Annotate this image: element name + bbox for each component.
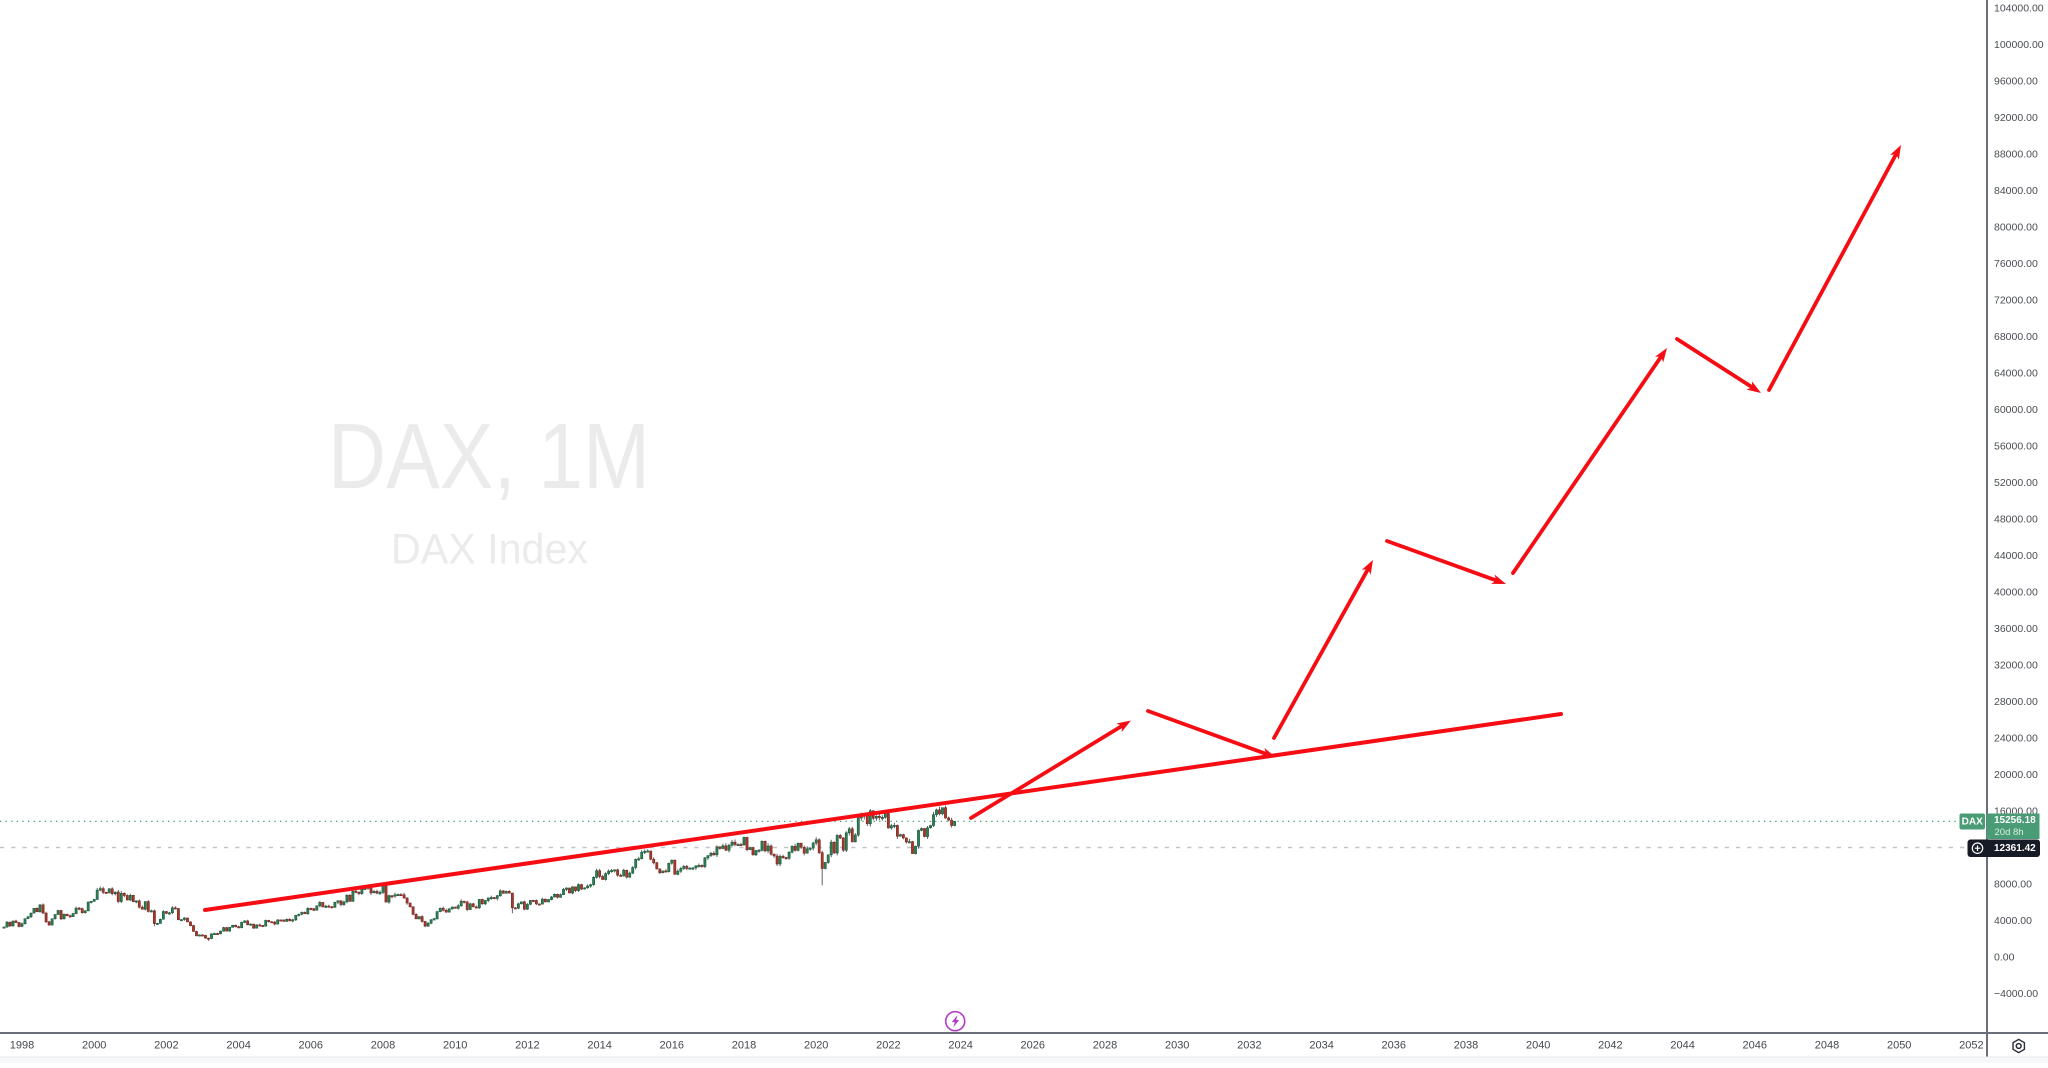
svg-text:2022: 2022 [876,1040,900,1052]
svg-text:12361.42: 12361.42 [1994,843,2036,854]
svg-text:2038: 2038 [1454,1040,1478,1052]
svg-text:−4000.00: −4000.00 [1994,988,2038,1000]
svg-text:0.00: 0.00 [1994,952,2015,964]
svg-text:2026: 2026 [1021,1040,1045,1052]
svg-text:2010: 2010 [443,1040,467,1052]
svg-text:44000.00: 44000.00 [1994,550,2038,562]
svg-text:4000.00: 4000.00 [1994,915,2032,927]
svg-text:52000.00: 52000.00 [1994,477,2038,489]
svg-text:72000.00: 72000.00 [1994,295,2038,307]
svg-text:36000.00: 36000.00 [1994,623,2038,635]
svg-text:2040: 2040 [1526,1040,1550,1052]
svg-text:2020: 2020 [804,1040,828,1052]
svg-text:2034: 2034 [1309,1040,1333,1052]
svg-text:2014: 2014 [587,1040,611,1052]
svg-text:2046: 2046 [1743,1040,1767,1052]
svg-text:DAX Index: DAX Index [391,527,588,574]
svg-text:68000.00: 68000.00 [1994,331,2038,343]
svg-text:20000.00: 20000.00 [1994,769,2038,781]
svg-text:80000.00: 80000.00 [1994,222,2038,234]
svg-text:96000.00: 96000.00 [1994,76,2038,88]
svg-text:2018: 2018 [732,1040,756,1052]
svg-text:2030: 2030 [1165,1040,1189,1052]
svg-text:2036: 2036 [1382,1040,1406,1052]
svg-text:2016: 2016 [660,1040,684,1052]
svg-text:56000.00: 56000.00 [1994,441,2038,453]
svg-text:2004: 2004 [226,1040,250,1052]
svg-text:2048: 2048 [1815,1040,1839,1052]
svg-text:60000.00: 60000.00 [1994,404,2038,416]
svg-text:2012: 2012 [515,1040,539,1052]
svg-text:32000.00: 32000.00 [1994,660,2038,672]
svg-text:84000.00: 84000.00 [1994,185,2038,197]
svg-text:88000.00: 88000.00 [1994,149,2038,161]
svg-text:104000.00: 104000.00 [1994,3,2044,15]
svg-text:2052: 2052 [1959,1040,1983,1052]
svg-text:24000.00: 24000.00 [1994,733,2038,745]
svg-text:20d 8h: 20d 8h [1995,827,2024,838]
svg-text:100000.00: 100000.00 [1994,39,2044,51]
svg-text:DAX, 1M: DAX, 1M [328,404,650,508]
svg-text:2050: 2050 [1887,1040,1911,1052]
svg-text:28000.00: 28000.00 [1994,696,2038,708]
svg-text:2000: 2000 [82,1040,106,1052]
svg-text:48000.00: 48000.00 [1994,514,2038,526]
svg-text:2028: 2028 [1093,1040,1117,1052]
svg-text:8000.00: 8000.00 [1994,879,2032,891]
svg-text:2032: 2032 [1237,1040,1261,1052]
svg-text:40000.00: 40000.00 [1994,587,2038,599]
svg-text:2008: 2008 [371,1040,395,1052]
svg-text:2002: 2002 [154,1040,178,1052]
svg-text:2042: 2042 [1598,1040,1622,1052]
svg-text:64000.00: 64000.00 [1994,368,2038,380]
svg-text:76000.00: 76000.00 [1994,258,2038,270]
svg-text:1998: 1998 [10,1040,34,1052]
svg-text:92000.00: 92000.00 [1994,112,2038,124]
svg-text:DAX: DAX [1962,817,1983,828]
svg-text:2006: 2006 [299,1040,323,1052]
svg-text:2044: 2044 [1670,1040,1694,1052]
svg-text:15256.18: 15256.18 [1994,815,2036,826]
svg-text:2024: 2024 [948,1040,972,1052]
